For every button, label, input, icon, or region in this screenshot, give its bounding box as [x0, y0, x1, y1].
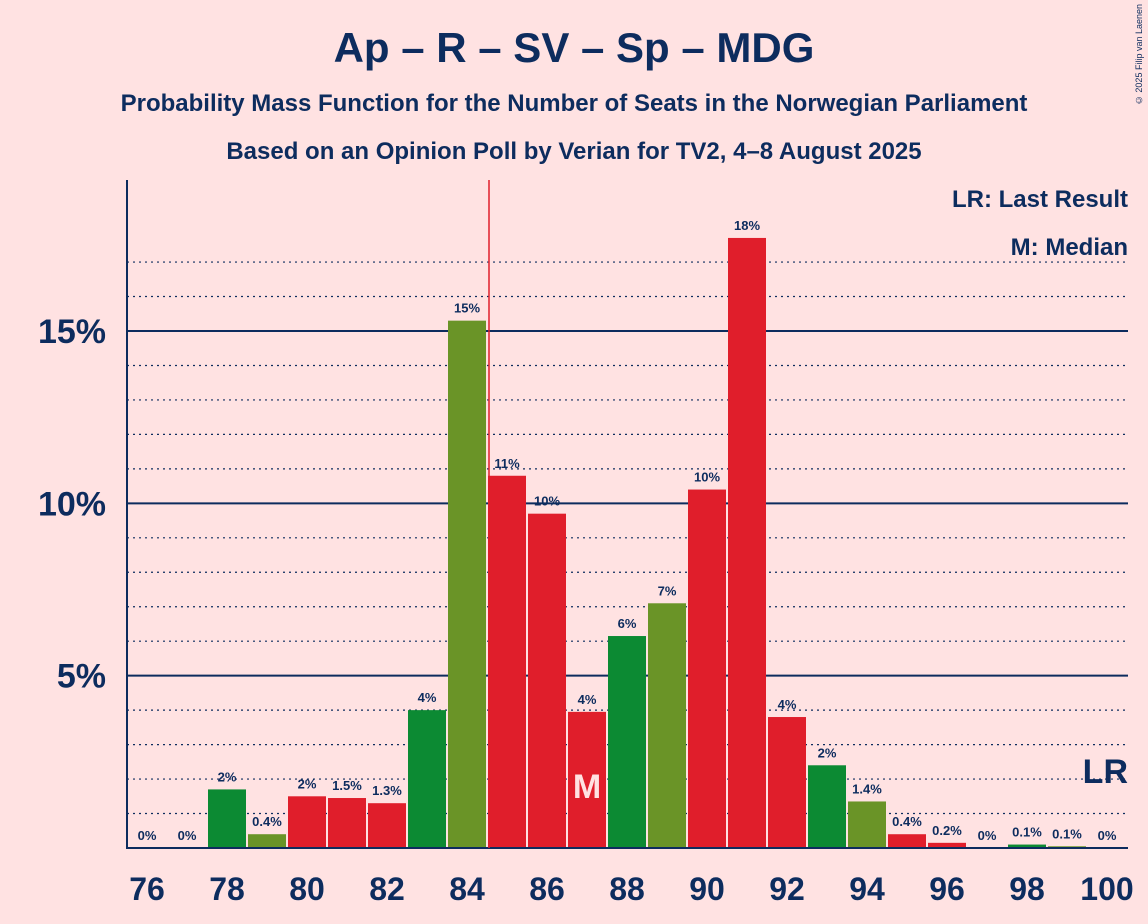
bar-seat-88 [608, 636, 646, 848]
bar-label-seat-78: 2% [218, 769, 237, 784]
bar-label-seat-79: 0.4% [252, 814, 282, 829]
bar-label-seat-95: 0.4% [892, 814, 922, 829]
x-tick-label: 80 [289, 871, 325, 907]
bar-label-seat-85: 11% [494, 456, 520, 471]
bar-label-seat-98: 0.1% [1012, 825, 1042, 840]
bar-seat-98 [1008, 844, 1046, 848]
legend-last-result: LR: Last Result [951, 186, 1128, 213]
bar-seat-78 [208, 789, 246, 848]
bar-seat-86 [528, 513, 566, 848]
bar-label-seat-83: 4% [418, 690, 437, 705]
bar-label-seat-81: 1.5% [332, 778, 362, 793]
x-tick-label: 78 [209, 871, 245, 907]
bar-seat-81 [328, 798, 366, 848]
bar-label-seat-90: 10% [694, 470, 720, 485]
bar-label-seat-84: 15% [454, 301, 480, 316]
tick-labels: 5% 10% 15% 76 78 80 82 84 86 88 90 92 94 96 98 100 [38, 313, 1134, 907]
y-tick-label: 5% [57, 658, 106, 696]
bar-seat-92 [768, 717, 806, 848]
x-tick-label: 88 [609, 871, 645, 907]
chart-subtitle-poll: Based on an Opinion Poll by Verian for T… [226, 138, 922, 165]
bar-label-seat-86: 10% [534, 494, 560, 509]
x-tick-label: 98 [1009, 871, 1045, 907]
legend-median: M: Median [1010, 234, 1128, 261]
bar-seat-95 [888, 834, 926, 848]
y-tick-label: 10% [38, 485, 106, 523]
x-tick-label: 96 [929, 871, 965, 907]
x-tick-label: 94 [849, 871, 885, 907]
last-result-marker: LR [1083, 753, 1128, 791]
axes [126, 180, 1128, 849]
markers: M LR [488, 180, 1128, 848]
bar-label-seat-80: 2% [298, 776, 317, 791]
bar-seat-90 [688, 489, 726, 848]
bar-seat-93 [808, 765, 846, 848]
bar-seat-91 [728, 237, 766, 848]
bar-labels: 0% 0% 2% 0.4% 2% 1.5% 1.3% 4% 15% 11% 10% 4% 6% 7% 10%… [138, 218, 1117, 843]
x-tick-label: 92 [769, 871, 805, 907]
bar-seat-87 [568, 711, 606, 848]
bar-seat-82 [368, 803, 406, 848]
bar-label-seat-92: 4% [778, 697, 797, 712]
x-tick-label: 90 [689, 871, 725, 907]
chart-title: Ap – R – SV – Sp – MDG [333, 24, 815, 71]
bar-label-seat-91: 18% [734, 218, 760, 233]
x-tick-label: 82 [369, 871, 405, 907]
bar-seat-79 [248, 834, 286, 848]
y-tick-label: 15% [38, 313, 106, 351]
bar-seat-83 [408, 710, 446, 848]
bar-seat-89 [648, 603, 686, 848]
bar-seat-94 [848, 801, 886, 848]
gridlines [127, 261, 1128, 815]
x-tick-label: 100 [1080, 871, 1133, 907]
bar-label-seat-76: 0% [138, 828, 157, 843]
bar-label-seat-87: 4% [578, 692, 597, 707]
bar-seat-84 [448, 320, 486, 848]
x-tick-label: 76 [129, 871, 165, 907]
chart-subtitle: Probability Mass Function for the Number… [120, 90, 1028, 117]
bar-label-seat-96: 0.2% [932, 823, 962, 838]
bar-label-seat-94: 1.4% [852, 781, 882, 796]
bar-label-seat-89: 7% [658, 583, 677, 598]
bars [208, 237, 1086, 848]
bar-label-seat-97: 0% [978, 828, 997, 843]
bar-seat-85 [488, 475, 526, 848]
bar-label-seat-100: 0% [1098, 828, 1117, 843]
bar-seat-96 [928, 842, 966, 848]
bar-seat-80 [288, 796, 326, 848]
bar-label-seat-93: 2% [818, 745, 837, 760]
x-tick-label: 86 [529, 871, 565, 907]
bar-label-seat-77: 0% [178, 828, 197, 843]
x-tick-label: 84 [449, 871, 485, 907]
bar-label-seat-88: 6% [618, 616, 637, 631]
median-marker: M [573, 768, 601, 806]
bar-label-seat-82: 1.3% [372, 783, 402, 798]
bar-label-seat-99: 0.1% [1052, 826, 1082, 841]
